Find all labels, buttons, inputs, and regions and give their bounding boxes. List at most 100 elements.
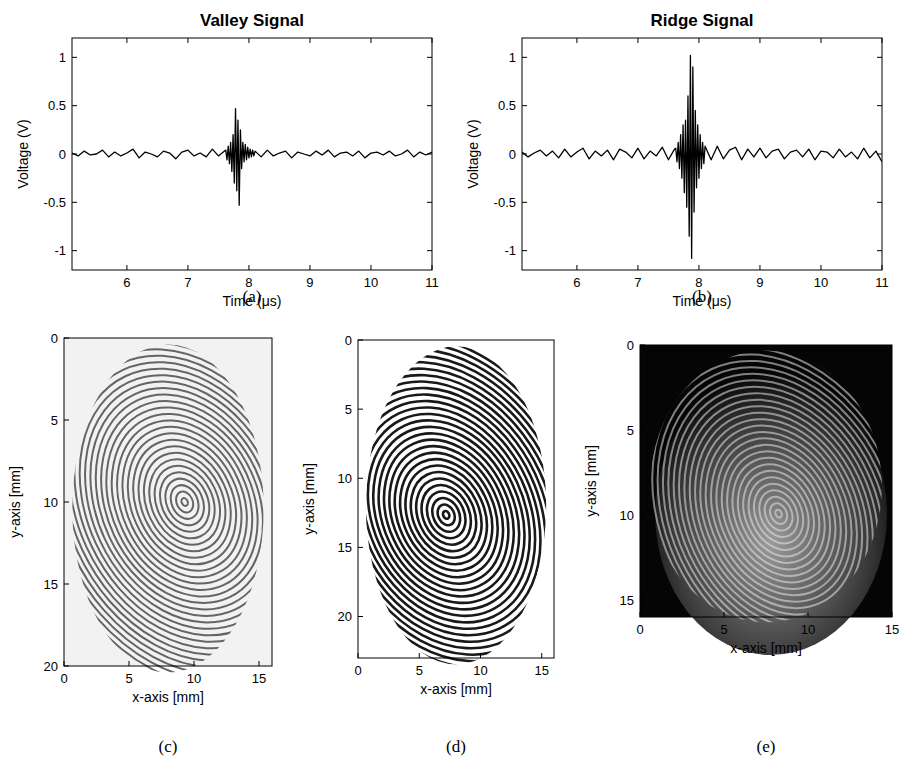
x-tick: [759, 38, 760, 43]
x-tick: [370, 38, 371, 43]
ridge: [457, 155, 912, 765]
panel: 05101505101520x-axis [mm]y-axis [mm](d): [0, 0, 912, 765]
x-tick-label: 5: [416, 663, 423, 678]
y-tick: [640, 515, 645, 516]
y-tick: [522, 57, 527, 58]
x-tick: [248, 38, 249, 43]
ridge: [129, 439, 241, 564]
ridge: [0, 20, 617, 765]
x-tick: [698, 38, 699, 43]
plot-frame: [522, 38, 882, 270]
chart-title: Valley Signal: [200, 11, 304, 30]
y-tick: [427, 105, 432, 106]
ridge: [173, 489, 197, 515]
x-tick-label: 11: [425, 275, 439, 290]
ridge: [730, 459, 827, 568]
ridge: [420, 114, 912, 765]
y-axis-title: Voltage (V): [15, 119, 31, 188]
ridge: [47, 349, 322, 655]
ridge: [180, 497, 189, 507]
x-tick-label: 0: [354, 663, 361, 678]
y-axis-title: y-axis [mm]: [301, 463, 317, 535]
x-tick: [892, 612, 893, 617]
y-axis-title: y-axis [mm]: [583, 445, 599, 517]
y-tick: [358, 409, 363, 410]
y-axis-title: Voltage (V): [465, 119, 481, 188]
x-tick-label: 9: [756, 275, 763, 290]
ridge: [641, 361, 912, 667]
y-tick-label: 10: [620, 508, 634, 523]
ridge: [0, 16, 894, 765]
y-tick-label: 10: [44, 495, 58, 510]
y-tick-label: 0: [345, 333, 352, 348]
fingerprint-texture: [0, 0, 912, 765]
ridge: [0, 61, 580, 765]
y-tick: [358, 547, 363, 548]
x-tick-label: 0: [636, 622, 643, 637]
ridge: [346, 403, 547, 627]
y-tick: [522, 250, 527, 251]
ridge: [10, 308, 359, 696]
ridge: [0, 0, 912, 765]
x-tick: [370, 265, 371, 270]
ridge: [0, 0, 691, 765]
ridge: [165, 481, 203, 524]
panel-caption: (a): [243, 287, 262, 306]
y-tick: [72, 105, 77, 106]
ridge: [0, 0, 912, 765]
y-tick: [640, 430, 645, 431]
ridge: [250, 296, 643, 734]
ridge: [0, 0, 912, 765]
ridge: [501, 204, 912, 765]
panel-caption: (e): [757, 737, 776, 756]
chart-title: Ridge Signal: [651, 11, 754, 30]
series: [72, 109, 432, 206]
y-tick: [64, 584, 69, 585]
ridge: [0, 0, 912, 765]
ridge: [0, 0, 912, 765]
ridges: [302, 0, 912, 765]
y-tick: [522, 154, 527, 155]
ridge: [398, 89, 912, 765]
ridge: [0, 0, 728, 765]
ridge: [545, 254, 912, 765]
ridge: [265, 312, 628, 717]
y-tick-label: 20: [44, 659, 58, 674]
ridge: [582, 295, 912, 733]
x-axis-title: x-axis [mm]: [132, 689, 204, 705]
x-tick-label: 10: [364, 275, 378, 290]
x-tick: [637, 265, 638, 270]
y-tick-label: 0.5: [48, 98, 66, 113]
ridge: [136, 448, 233, 557]
x-tick: [432, 265, 433, 270]
ridge: [302, 0, 912, 765]
ridge: [0, 250, 411, 754]
y-tick-label: 0: [509, 147, 516, 162]
x-tick: [820, 265, 821, 270]
ridge: [3, 300, 366, 705]
ridge: [0, 242, 418, 762]
y-tick-label: 0: [59, 147, 66, 162]
ridge: [434, 130, 912, 765]
x-tick-label: 7: [184, 275, 191, 290]
x-tick: [432, 38, 433, 43]
ridge: [0, 0, 912, 765]
ridge: [486, 188, 912, 765]
y-tick: [427, 57, 432, 58]
y-tick: [522, 105, 527, 106]
ridge: [220, 263, 672, 765]
x-tick: [419, 653, 420, 658]
ridge: [0, 0, 640, 765]
ridge: [619, 336, 912, 692]
panel: 051015051015x-axis [mm]y-axis [mm](e): [302, 0, 912, 765]
ridge: [309, 362, 584, 668]
y-tick: [358, 478, 363, 479]
x-tick-label: 10: [473, 663, 487, 678]
y-tick: [72, 154, 77, 155]
x-tick: [480, 653, 481, 658]
ridge: [0, 0, 684, 765]
ridge: [0, 258, 403, 745]
ridge: [0, 0, 736, 765]
ridge: [228, 271, 665, 758]
ridge: [0, 0, 912, 765]
